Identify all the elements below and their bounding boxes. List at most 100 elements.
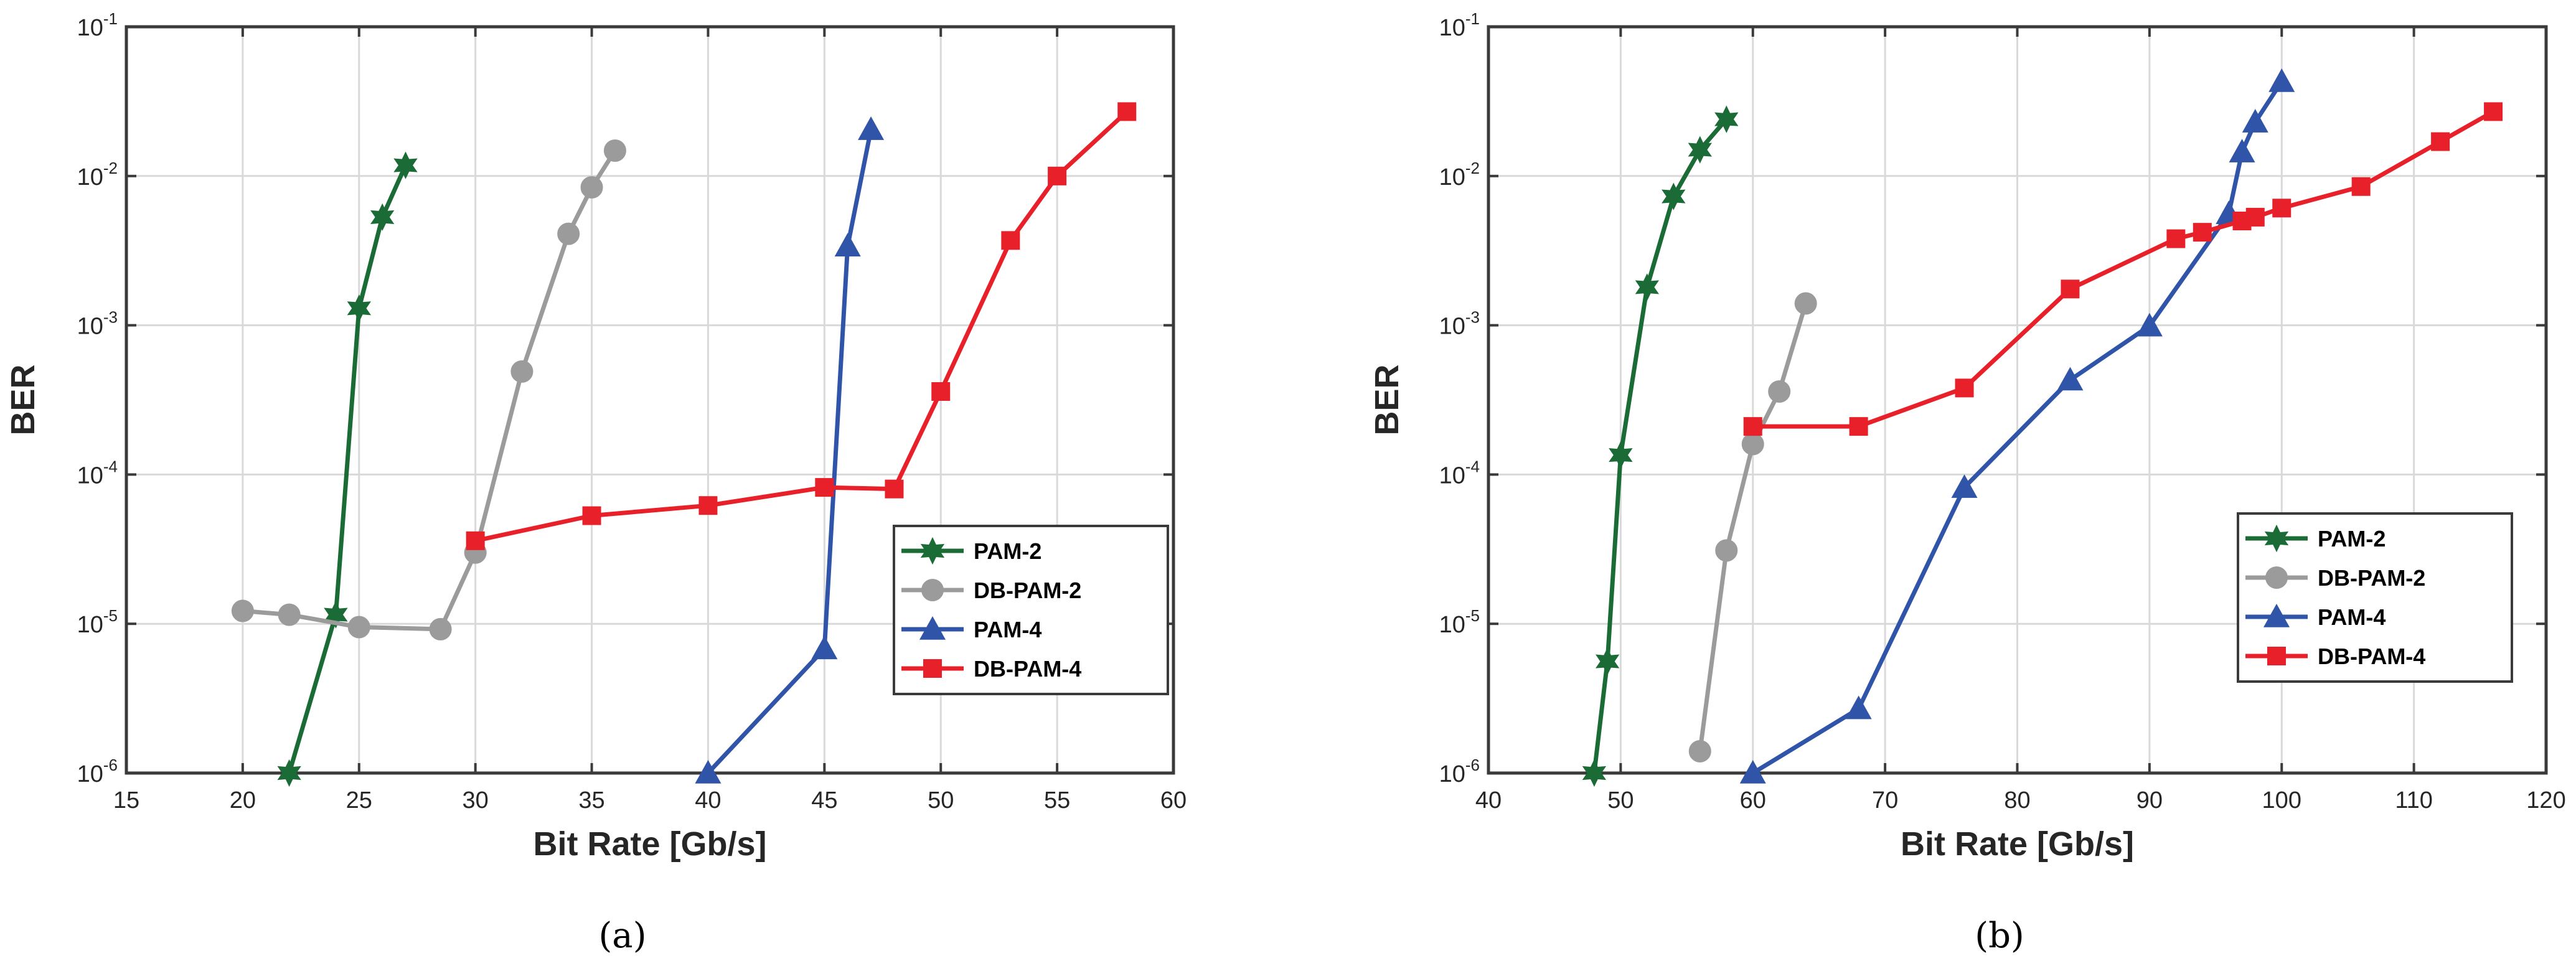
data-point-pam-4 [834,233,861,256]
x-tick-label: 60 [1160,787,1187,814]
legend-label: PAM-4 [2318,604,2386,630]
x-tick-label: 30 [463,787,489,814]
data-point-db-pam-4 [2351,177,2371,196]
x-tick-label: 55 [1044,787,1070,814]
data-point-pam-2 [1688,136,1713,164]
legend-label: PAM-2 [2318,526,2386,551]
data-point-pam-4 [811,635,838,660]
legend-marker [919,616,946,640]
legend-label: DB-PAM-4 [974,656,1081,682]
data-point-pam-2 [1582,759,1607,787]
data-point-db-pam-2 [1688,739,1711,762]
data-point-db-pam-4 [2245,207,2265,227]
data-point-db-pam-4 [815,478,834,497]
data-point-db-pam-4 [2484,102,2503,121]
chart-panel-b: 40 50 60 70 80 90 100 110 120 10-6 10-5 10-4 10-3 10-… [1368,9,2566,956]
panel-caption: (a) [598,916,646,956]
data-point-db-pam-2 [429,617,452,640]
series-db-pam-2 [1688,292,1817,762]
data-point-db-pam-4 [1001,231,1020,250]
data-point-db-pam-4 [2272,199,2292,218]
legend-label: PAM-4 [974,617,1041,642]
x-tick-label: 50 [1607,787,1634,814]
data-point-db-pam-2 [231,599,254,622]
data-point-db-pam-2 [1715,539,1738,562]
y-tick-label: 10-4 [1439,457,1480,489]
data-point-pam-2 [277,759,301,787]
axis-frame [125,25,1175,775]
data-point-pam-2 [1609,441,1633,469]
data-point-pam-2 [1662,182,1686,210]
data-point-pam-2 [1714,105,1739,133]
legend: PAM-2 DB-PAM-2 PAM-4 DB-PAM-4 [893,525,1169,695]
data-point-db-pam-4 [1849,417,1868,436]
legend-marker [923,659,942,678]
x-tick-label: 40 [695,787,721,814]
y-tick-label: 10-3 [1439,308,1480,340]
series-db-pam-2 [231,139,626,640]
x-tick-label: 20 [230,787,256,814]
data-point-db-pam-4 [2193,223,2212,242]
legend-marker [2267,647,2286,665]
x-tick-label: 60 [1740,787,1766,814]
series-db-pam-4 [1743,102,2503,436]
x-tick-label: 90 [2136,787,2163,814]
y-tick-label: 10-6 [77,756,118,787]
data-point-pam-4 [2268,68,2295,92]
x-tick-label: 40 [1475,787,1502,814]
series-line-pam-4 [706,129,873,775]
data-point-db-pam-4 [698,496,718,515]
series-db-pam-4 [466,102,1137,550]
y-tick-label: 10-4 [77,457,118,489]
data-point-pam-2 [393,151,418,179]
data-point-pam-4 [695,760,722,784]
legend-marker [2264,524,2289,553]
y-tick-label: 10-2 [1439,159,1480,190]
x-tick-label: 100 [2262,787,2301,814]
x-tick-label: 45 [811,787,837,814]
legend-marker [2263,604,2290,627]
x-tick-label: 35 [578,787,604,814]
x-tick-label: 80 [2004,787,2030,814]
data-point-pam-2 [1596,647,1620,675]
data-point-pam-2 [370,203,395,232]
y-tick-label: 10-5 [1439,606,1480,638]
data-point-pam-2 [1635,273,1660,301]
x-tick-label: 110 [2395,787,2433,814]
series-pam-4 [695,116,885,784]
data-point-db-pam-2 [278,603,301,626]
data-point-db-pam-2 [347,616,370,639]
data-point-pam-4 [2242,109,2268,133]
y-axis-label: BER [4,364,42,435]
x-tick-label: 70 [1872,787,1898,814]
y-tick-label: 10-1 [77,9,118,41]
legend-label: PAM-2 [974,538,1041,564]
data-point-pam-2 [347,294,372,322]
data-point-pam-4 [858,116,885,140]
legend-marker [921,579,944,601]
data-point-db-pam-2 [1741,433,1764,456]
legend: PAM-2 DB-PAM-2 PAM-4 DB-PAM-4 [2237,512,2513,683]
data-point-db-pam-4 [466,531,485,550]
data-point-db-pam-4 [582,506,601,525]
data-point-pam-4 [1739,760,1766,784]
data-point-db-pam-4 [1955,378,1974,398]
y-tick-label: 10-6 [1439,756,1480,787]
legend-marker [2265,566,2288,589]
data-point-db-pam-2 [603,139,626,162]
series-pam-2 [277,151,418,787]
y-tick-label: 10-5 [77,606,118,638]
data-point-pam-4 [1845,695,1872,720]
x-tick-label: 25 [346,787,372,814]
data-point-pam-4 [2136,312,2163,337]
series-pam-4 [1739,68,2295,784]
data-point-db-pam-2 [1794,292,1817,315]
y-tick-label: 10-3 [77,308,118,340]
series-pam-2 [1582,105,1739,787]
legend-label: DB-PAM-2 [974,578,1081,603]
data-point-db-pam-2 [1768,380,1791,403]
data-point-pam-4 [2229,139,2255,162]
data-point-db-pam-4 [2431,132,2450,151]
data-point-pam-4 [2057,367,2084,391]
legend-marker [920,537,945,565]
